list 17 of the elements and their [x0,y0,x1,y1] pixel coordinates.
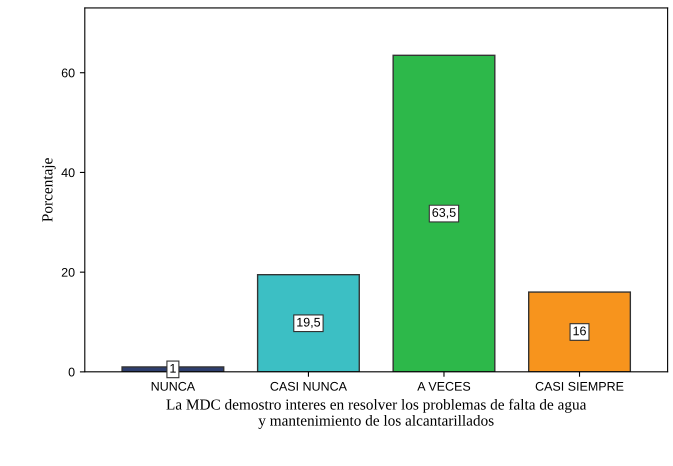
x-tick-label: CASI NUNCA [270,382,347,391]
x-tick-label: NUNCA [152,382,196,391]
x-axis-title: La MDC demostro interes en resolver los problemas de falta de agua y mantenimiento de los alcantarillados [166,398,586,429]
x-tick-label: A VECES [417,382,470,391]
y-tick-label: 0 [68,368,75,377]
bar [528,291,632,372]
bar [256,274,360,372]
data-label: 16 [574,326,586,336]
data-label: 1 [170,364,176,373]
data-label: 63,5 [432,208,456,218]
y-tick-label: 20 [62,268,75,277]
bar [392,54,496,372]
y-axis-title: Porcentaje [42,158,56,222]
y-tick-label: 40 [61,168,75,178]
y-tick-label: 60 [62,68,75,78]
data-label: 19,5 [297,318,320,328]
x-tick-label: CASI SIEMPRE [536,382,624,391]
